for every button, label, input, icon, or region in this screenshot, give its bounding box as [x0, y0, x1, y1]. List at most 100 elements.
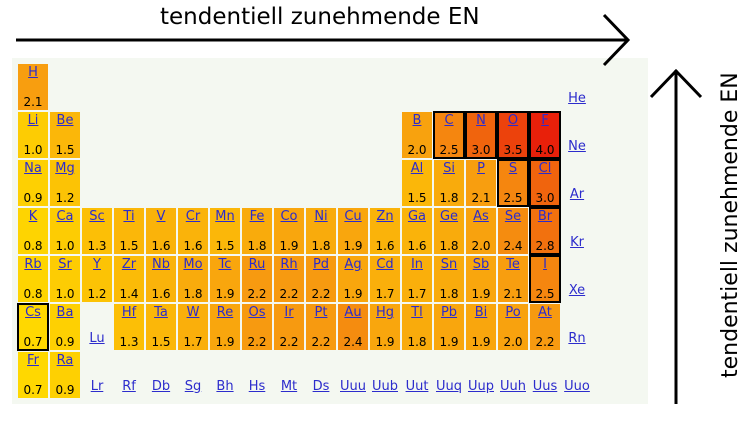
- element-symbol-link[interactable]: Uub: [371, 379, 398, 394]
- element-symbol-link[interactable]: Y: [93, 257, 101, 272]
- element-symbol-link[interactable]: Hf: [121, 305, 137, 320]
- element-symbol-link[interactable]: Tl: [411, 305, 423, 320]
- element-symbol-link[interactable]: In: [410, 257, 424, 272]
- element-symbol-link[interactable]: Ir: [284, 305, 294, 320]
- element-symbol-link[interactable]: Kr: [570, 235, 584, 250]
- element-symbol-link[interactable]: Bi: [474, 305, 488, 320]
- element-symbol-link[interactable]: Ag: [344, 257, 362, 272]
- element-symbol-link[interactable]: Ru: [248, 257, 266, 272]
- element-symbol-link[interactable]: Rf: [122, 379, 136, 394]
- element-symbol-link[interactable]: Hs: [248, 379, 266, 394]
- electronegativity-value: 2.2: [311, 287, 331, 301]
- element-symbol-link[interactable]: Sg: [184, 379, 202, 394]
- element-symbol-link[interactable]: Cs: [25, 305, 41, 320]
- element-cell-bi: Bi 1.9: [466, 304, 496, 350]
- element-symbol-link[interactable]: Cr: [185, 209, 201, 224]
- element-symbol-link[interactable]: Li: [27, 113, 39, 128]
- element-symbol-link[interactable]: Bh: [216, 379, 234, 394]
- element-symbol-link[interactable]: He: [568, 91, 586, 106]
- element-symbol-link[interactable]: Uuu: [340, 379, 366, 394]
- element-symbol-link[interactable]: O: [507, 113, 519, 128]
- element-symbol-link[interactable]: Cl: [538, 161, 552, 176]
- element-symbol-link[interactable]: Re: [216, 305, 234, 320]
- element-symbol-link[interactable]: Rn: [568, 331, 586, 346]
- element-cell-mn: Mn 1.5: [210, 208, 240, 254]
- element-symbol-link[interactable]: Fr: [27, 353, 39, 368]
- element-symbol-link[interactable]: N: [476, 113, 486, 128]
- element-symbol-link[interactable]: P: [477, 161, 485, 176]
- element-symbol-link[interactable]: Uuh: [500, 379, 526, 394]
- element-symbol-link[interactable]: Uuq: [435, 379, 462, 394]
- element-symbol-link[interactable]: Mg: [55, 161, 75, 176]
- element-symbol-link[interactable]: Cu: [344, 209, 362, 224]
- element-symbol-link[interactable]: Rh: [280, 257, 298, 272]
- element-symbol-link[interactable]: Si: [443, 161, 455, 176]
- element-symbol-link[interactable]: Ge: [439, 209, 459, 224]
- element-symbol-link[interactable]: Pb: [440, 305, 458, 320]
- element-symbol-link[interactable]: Br: [537, 209, 553, 224]
- element-symbol-link[interactable]: Nb: [152, 257, 170, 272]
- element-symbol-link[interactable]: Al: [410, 161, 424, 176]
- element-symbol-link[interactable]: F: [541, 113, 549, 128]
- element-symbol-link[interactable]: Ar: [569, 187, 585, 202]
- element-symbol-link[interactable]: Pt: [314, 305, 328, 320]
- element-cell-re: Re 1.9: [210, 304, 240, 350]
- element-symbol-link[interactable]: Mt: [280, 379, 298, 394]
- element-symbol-link[interactable]: Mo: [183, 257, 203, 272]
- element-symbol-link[interactable]: Co: [280, 209, 298, 224]
- element-symbol-link[interactable]: Sn: [440, 257, 458, 272]
- element-symbol-link[interactable]: Xe: [568, 283, 586, 298]
- element-symbol-link[interactable]: S: [508, 161, 518, 176]
- element-symbol-link[interactable]: Ds: [312, 379, 330, 394]
- element-cell-uub: Uub: [370, 352, 400, 398]
- electronegativity-value: 1.5: [407, 191, 427, 205]
- element-symbol-link[interactable]: B: [412, 113, 422, 128]
- element-symbol-link[interactable]: Po: [505, 305, 521, 320]
- element-symbol-link[interactable]: Os: [248, 305, 266, 320]
- electronegativity-value: 1.9: [279, 239, 299, 253]
- element-symbol-link[interactable]: Na: [24, 161, 42, 176]
- element-symbol-link[interactable]: K: [28, 209, 38, 224]
- element-symbol-link[interactable]: Ti: [123, 209, 135, 224]
- element-symbol-link[interactable]: Au: [344, 305, 362, 320]
- element-symbol-link[interactable]: Lr: [90, 379, 104, 394]
- element-symbol-link[interactable]: As: [473, 209, 489, 224]
- element-symbol-link[interactable]: C: [444, 113, 454, 128]
- element-symbol-link[interactable]: Mn: [215, 209, 235, 224]
- element-symbol-link[interactable]: Zn: [376, 209, 394, 224]
- element-symbol-link[interactable]: At: [538, 305, 552, 320]
- element-symbol-link[interactable]: Uut: [405, 379, 429, 394]
- element-symbol-link[interactable]: Se: [504, 209, 522, 224]
- element-symbol-link[interactable]: Zr: [121, 257, 137, 272]
- element-symbol-link[interactable]: Ta: [154, 305, 168, 320]
- element-symbol-link[interactable]: Tc: [218, 257, 232, 272]
- element-symbol-link[interactable]: Ne: [568, 139, 586, 154]
- element-symbol-link[interactable]: Ga: [407, 209, 427, 224]
- element-cell-w: W 1.7: [178, 304, 208, 350]
- element-symbol-link[interactable]: Db: [151, 379, 171, 394]
- element-symbol-link[interactable]: Pd: [312, 257, 330, 272]
- element-symbol-link[interactable]: W: [186, 305, 200, 320]
- element-symbol-link[interactable]: Sr: [58, 257, 72, 272]
- element-symbol-link[interactable]: Uus: [532, 379, 558, 394]
- element-symbol-link[interactable]: Uup: [467, 379, 494, 394]
- element-symbol-link[interactable]: I: [543, 257, 547, 272]
- element-symbol-link[interactable]: Cd: [376, 257, 394, 272]
- element-symbol-link[interactable]: Ra: [56, 353, 74, 368]
- element-symbol-link[interactable]: Ca: [56, 209, 74, 224]
- element-symbol-link[interactable]: Sc: [89, 209, 105, 224]
- element-symbol-link[interactable]: Uuo: [564, 379, 590, 394]
- element-symbol-link[interactable]: Te: [506, 257, 520, 272]
- element-symbol-link[interactable]: Fe: [249, 209, 265, 224]
- element-symbol-link[interactable]: Be: [56, 113, 74, 128]
- element-symbol-link[interactable]: Sb: [472, 257, 490, 272]
- element-symbol-link[interactable]: Ba: [56, 305, 74, 320]
- element-symbol-link[interactable]: V: [156, 209, 166, 224]
- element-symbol-link[interactable]: H: [28, 65, 38, 80]
- electronegativity-value: 0.8: [23, 239, 43, 253]
- element-symbol-link[interactable]: Rb: [24, 257, 42, 272]
- element-symbol-link[interactable]: Ni: [314, 209, 328, 224]
- element-symbol-link[interactable]: Hg: [375, 305, 395, 320]
- element-symbol-link[interactable]: Lu: [89, 331, 105, 346]
